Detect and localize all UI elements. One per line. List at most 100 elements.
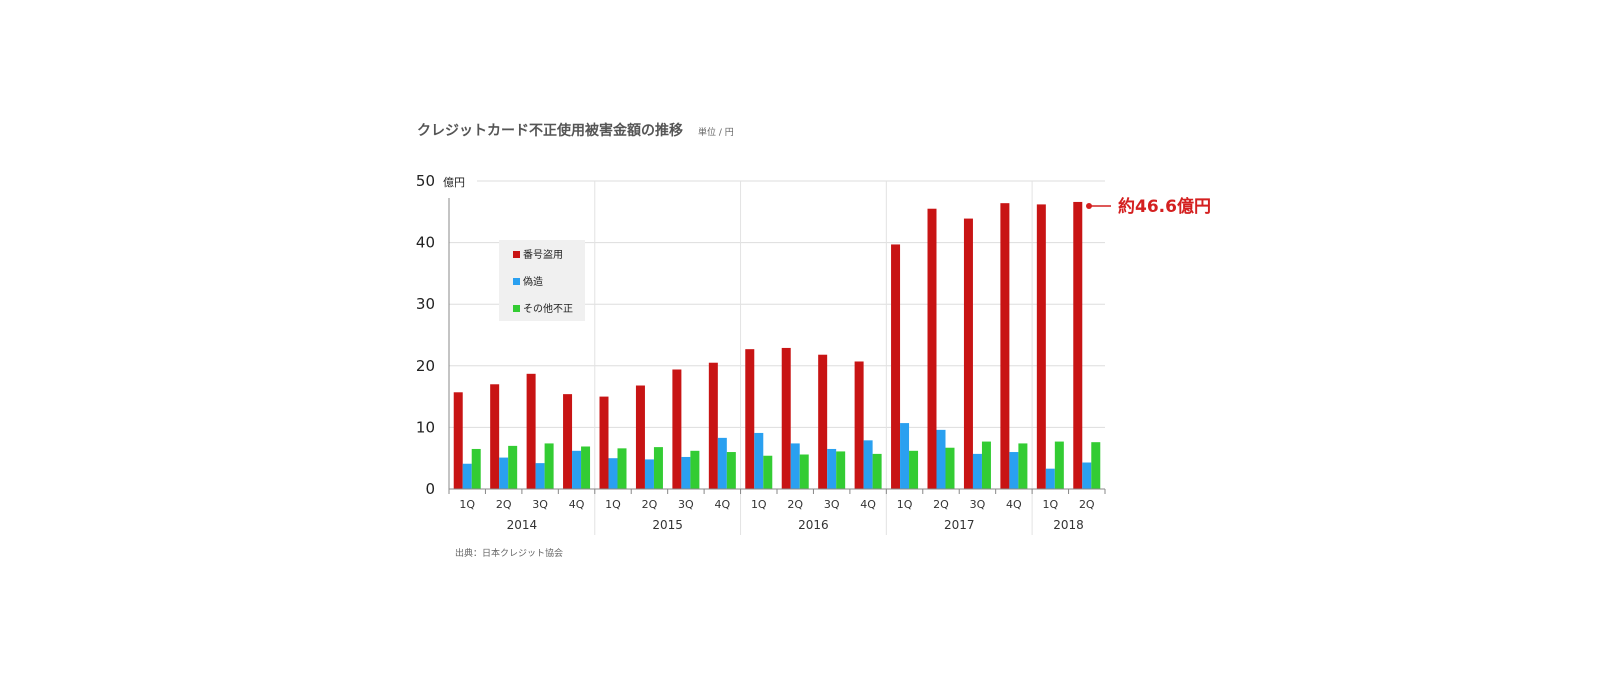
bar-counterfeit	[608, 458, 618, 489]
bar-number-theft	[854, 361, 864, 489]
bar-number-theft	[453, 392, 463, 489]
bar-number-theft	[781, 347, 791, 489]
bar-number-theft	[490, 384, 500, 489]
legend-swatch	[513, 305, 520, 312]
year-label: 2018	[1053, 518, 1084, 532]
bar-number-theft	[708, 362, 718, 489]
year-label: 2016	[798, 518, 829, 532]
bar-other-fraud	[763, 455, 773, 489]
bar-other-fraud	[508, 445, 518, 489]
bar-other-fraud	[1018, 443, 1028, 489]
x-tick-label: 4Q	[569, 498, 585, 511]
chart-title: クレジットカード不正使用被害金額の推移	[417, 123, 683, 139]
x-tick-label: 4Q	[714, 498, 730, 511]
bar-counterfeit	[754, 432, 764, 489]
x-tick-label: 4Q	[860, 498, 876, 511]
bar-number-theft	[1036, 204, 1046, 489]
y-tick-label: 40	[416, 234, 435, 252]
bar-other-fraud	[909, 450, 919, 489]
legend-swatch	[513, 278, 520, 285]
bars	[453, 201, 1101, 490]
bar-counterfeit	[972, 453, 982, 489]
bar-counterfeit	[827, 448, 837, 489]
bar-number-theft	[927, 208, 937, 489]
x-tick-label: 3Q	[532, 498, 548, 511]
bar-number-theft	[672, 369, 682, 489]
x-tick-label: 4Q	[1006, 498, 1022, 511]
y-unit-label: 億円	[443, 176, 465, 189]
bar-other-fraud	[726, 452, 736, 489]
x-tick-label: 1Q	[605, 498, 621, 511]
bar-other-fraud	[471, 448, 481, 489]
x-tick-label: 3Q	[970, 498, 986, 511]
bar-other-fraud	[836, 451, 846, 489]
bar-counterfeit	[535, 463, 545, 489]
bar-number-theft	[526, 373, 536, 489]
bar-counterfeit	[1082, 462, 1092, 489]
bar-counterfeit	[1009, 452, 1019, 489]
x-tick-label: 2Q	[642, 498, 658, 511]
bar-number-theft	[599, 396, 609, 489]
year-label: 2015	[652, 518, 683, 532]
bar-counterfeit	[499, 457, 509, 489]
x-tick-label: 3Q	[824, 498, 840, 511]
bar-other-fraud	[945, 447, 955, 489]
bar-counterfeit	[1045, 468, 1055, 489]
bar-counterfeit	[863, 440, 873, 489]
bar-number-theft	[745, 349, 755, 489]
x-tick-label: 1Q	[459, 498, 475, 511]
bar-counterfeit	[936, 429, 946, 489]
bar-counterfeit	[717, 437, 727, 489]
y-tick-label: 10	[416, 418, 435, 436]
bar-counterfeit	[644, 459, 654, 489]
axes	[448, 198, 1106, 494]
bar-other-fraud	[799, 454, 809, 489]
bar-counterfeit	[900, 423, 910, 489]
bar-other-fraud	[617, 448, 627, 489]
bar-number-theft	[1000, 203, 1010, 489]
legend-label: 偽造	[523, 275, 543, 288]
bar-other-fraud	[544, 443, 554, 489]
legend-label: 番号盗用	[523, 248, 563, 261]
bar-counterfeit	[462, 463, 472, 489]
bar-other-fraud	[690, 450, 700, 489]
x-tick-label: 1Q	[897, 498, 913, 511]
x-tick-label: 3Q	[678, 498, 694, 511]
y-tick-label: 0	[425, 480, 435, 498]
bar-number-theft	[563, 394, 573, 489]
bar-number-theft	[818, 354, 828, 489]
y-tick-label: 20	[416, 357, 435, 375]
x-tick-label: 1Q	[751, 498, 767, 511]
x-tick-label: 2Q	[1079, 498, 1095, 511]
axis-labels: 0 10 20 30 40 50 億円 1Q 2Q 3Q 4Q 1Q 2Q 3Q 4Q 1Q 2Q 3Q 4Q 1Q 2…	[416, 172, 1095, 532]
y-tick-label: 50	[416, 172, 435, 190]
bar-counterfeit	[681, 456, 691, 489]
bar-number-theft	[891, 244, 901, 489]
bar-other-fraud	[581, 446, 591, 489]
source-note: 出典：日本クレジット協会	[455, 549, 564, 559]
bar-counterfeit	[572, 450, 582, 489]
x-tick-label: 1Q	[1042, 498, 1058, 511]
year-label: 2014	[507, 518, 538, 532]
bar-counterfeit	[790, 443, 800, 489]
callout: 約46.6億円	[1086, 196, 1211, 217]
year-label: 2017	[944, 518, 975, 532]
bar-other-fraud	[1091, 442, 1101, 489]
x-tick-label: 2Q	[787, 498, 803, 511]
x-tick-label: 2Q	[496, 498, 512, 511]
bar-other-fraud	[981, 441, 991, 489]
legend-label: その他不正	[523, 302, 573, 315]
bar-other-fraud	[653, 447, 663, 489]
bar-other-fraud	[872, 453, 882, 489]
y-tick-label: 30	[416, 295, 435, 313]
bar-other-fraud	[1054, 441, 1064, 489]
x-tick-label: 2Q	[933, 498, 949, 511]
legend-swatch	[513, 251, 520, 258]
callout-label: 約46.6億円	[1118, 196, 1211, 217]
bar-number-theft	[963, 218, 973, 490]
unit-note: 単位 / 円	[698, 128, 734, 138]
bar-number-theft	[635, 385, 645, 489]
bar-number-theft	[1073, 201, 1083, 489]
